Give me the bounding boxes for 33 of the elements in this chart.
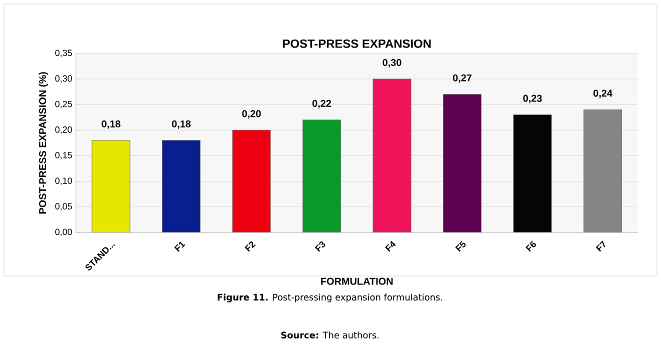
y-tick-label: 0,25 — [55, 100, 72, 108]
bar — [513, 114, 552, 232]
data-label: 0,18 — [102, 120, 120, 129]
text: Figure 11. Post-pressing expansion formulations. — [218, 294, 442, 302]
bar — [443, 94, 482, 232]
y-tick-label: 0,00 — [55, 228, 72, 236]
y-tick-label: 0,35 — [55, 50, 72, 58]
data-label: 0,27 — [452, 74, 472, 83]
bar — [302, 120, 341, 232]
y-tick-label: 0,10 — [55, 178, 72, 185]
chart-title: POST-PRESS EXPANSION — [283, 39, 431, 48]
y-tick-label: 0,20 — [55, 126, 72, 134]
bar — [162, 140, 200, 232]
data-label: 0,18 — [172, 120, 191, 129]
data-label: 0,30 — [382, 59, 402, 68]
x-tick-label: F2 — [244, 241, 256, 252]
x-tick-label: F5 — [455, 240, 466, 252]
y-tick-label: 0,05 — [55, 203, 72, 211]
x-tick-label: F4 — [385, 241, 396, 252]
y-tick-label: 0,15 — [55, 152, 72, 160]
data-label: 0,23 — [523, 94, 542, 104]
data-label: 0,24 — [593, 90, 612, 98]
y-tick-label: 0,30 — [55, 75, 72, 83]
text: Source: The authors. — [281, 332, 378, 338]
y-axis-title: POST-PRESS EXPANSION (%) — [38, 72, 48, 214]
data-label: 0,20 — [242, 110, 261, 119]
x-tick-label: F6 — [526, 241, 536, 252]
x-axis-title: FORMULATION — [321, 278, 393, 285]
data-label: 0,22 — [312, 100, 332, 108]
x-tick-label: F3 — [314, 241, 326, 252]
bar — [584, 109, 622, 232]
x-tick-label: F1 — [174, 242, 186, 252]
x-tick-label: F7 — [596, 240, 606, 252]
